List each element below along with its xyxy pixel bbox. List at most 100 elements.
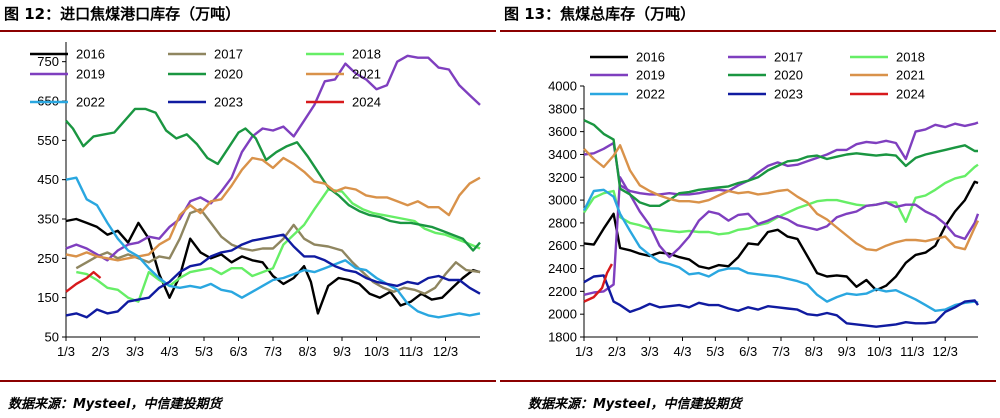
legend-item-2021: 2021 xyxy=(850,68,925,83)
legend-item-2023: 2023 xyxy=(168,95,243,110)
x-tick-label: 4/3 xyxy=(673,344,691,359)
legend-label: 2018 xyxy=(896,50,925,65)
y-tick-label: 3400 xyxy=(548,147,577,162)
series-line-2020 xyxy=(583,119,978,208)
bottom-divider xyxy=(500,380,996,382)
legend-item-2018: 2018 xyxy=(306,47,381,62)
legend-item-2022: 2022 xyxy=(590,87,665,102)
x-tick-label: 11/3 xyxy=(900,344,924,359)
legend-label: 2019 xyxy=(636,68,665,83)
y-tick-label: 750 xyxy=(37,54,59,69)
x-tick-label: 10/3 xyxy=(867,344,892,359)
x-tick-label: 6/3 xyxy=(229,344,247,359)
series-line-2019 xyxy=(583,176,980,296)
legend-label: 2023 xyxy=(214,95,243,110)
legend-item-2017: 2017 xyxy=(728,50,803,65)
legend-label: 2022 xyxy=(636,87,665,102)
y-tick-label: 550 xyxy=(37,133,59,148)
legend-item-2022: 2022 xyxy=(30,95,105,110)
y-tick-label: 50 xyxy=(45,330,59,345)
chart-panel-import-coking-coal: 图 12：进口焦煤港口库存（万吨） 5015025035045055065075… xyxy=(0,5,496,412)
y-tick-label: 450 xyxy=(37,172,59,187)
line-chart-port-inventory: 501502503504505506507501/32/33/34/35/36/… xyxy=(30,42,481,359)
x-tick-label: 8/3 xyxy=(805,344,823,359)
legend-item-2019: 2019 xyxy=(590,68,665,83)
y-tick-label: 1800 xyxy=(548,330,577,345)
series-line-2021 xyxy=(583,144,980,252)
legend-label: 2018 xyxy=(352,47,381,62)
x-tick-label: 5/3 xyxy=(195,344,213,359)
y-tick-label: 2200 xyxy=(548,284,577,299)
x-tick-label: 4/3 xyxy=(160,344,178,359)
legend-label: 2023 xyxy=(774,87,803,102)
series-line-2017 xyxy=(583,121,979,196)
y-tick-label: 3800 xyxy=(548,101,577,116)
y-tick-label: 2000 xyxy=(548,307,577,322)
chart-title: 图 13：焦煤总库存（万吨） xyxy=(504,5,696,23)
x-tick-label: 6/3 xyxy=(739,344,757,359)
y-tick-label: 3000 xyxy=(548,193,577,208)
series-line-2018 xyxy=(582,163,979,236)
series-line-2016 xyxy=(583,180,979,292)
x-tick-label: 2/3 xyxy=(91,344,109,359)
legend-label: 2020 xyxy=(774,68,803,83)
legend-item-2023: 2023 xyxy=(728,87,803,102)
x-tick-label: 9/3 xyxy=(333,344,351,359)
bottom-divider xyxy=(0,380,496,382)
legend-item-2016: 2016 xyxy=(590,50,665,65)
legend-item-2024: 2024 xyxy=(306,95,381,110)
x-tick-label: 12/3 xyxy=(933,344,958,359)
legend-item-2016: 2016 xyxy=(30,47,105,62)
legend-label: 2024 xyxy=(352,95,381,110)
series-line-2024 xyxy=(583,263,613,303)
x-tick-label: 7/3 xyxy=(264,344,282,359)
y-tick-label: 2600 xyxy=(548,238,577,253)
y-tick-label: 350 xyxy=(37,212,59,227)
y-tick-label: 3200 xyxy=(548,170,577,185)
series-line-2021 xyxy=(65,156,481,262)
series-line-2018 xyxy=(76,188,481,303)
y-tick-label: 2800 xyxy=(548,215,577,230)
y-tick-label: 3600 xyxy=(548,124,577,139)
legend-label: 2016 xyxy=(636,50,665,65)
legend-item-2019: 2019 xyxy=(30,67,105,82)
x-tick-label: 1/3 xyxy=(575,344,593,359)
source-note: 数据来源：Mysteel，中信建投期货 xyxy=(528,397,742,412)
legend-label: 2017 xyxy=(214,47,243,62)
x-tick-label: 11/3 xyxy=(399,344,423,359)
legend-label: 2019 xyxy=(76,67,105,82)
x-tick-label: 9/3 xyxy=(838,344,856,359)
x-tick-label: 5/3 xyxy=(706,344,724,359)
legend-item-2020: 2020 xyxy=(728,68,803,83)
x-tick-label: 3/3 xyxy=(641,344,659,359)
legend-label: 2021 xyxy=(896,68,925,83)
x-tick-label: 10/3 xyxy=(364,344,389,359)
source-note: 数据来源：Mysteel，中信建投期货 xyxy=(8,397,222,412)
legend-label: 2020 xyxy=(214,67,243,82)
y-tick-label: 250 xyxy=(37,251,59,266)
legend-item-2020: 2020 xyxy=(168,67,243,82)
chart-title: 图 12：进口焦煤港口库存（万吨） xyxy=(4,5,241,23)
legend-label: 2022 xyxy=(76,95,105,110)
x-tick-label: 3/3 xyxy=(126,344,144,359)
y-tick-label: 4000 xyxy=(548,79,577,94)
y-tick-label: 150 xyxy=(37,290,59,305)
x-tick-label: 8/3 xyxy=(298,344,316,359)
legend-item-2018: 2018 xyxy=(850,50,925,65)
x-tick-label: 7/3 xyxy=(772,344,790,359)
series-line-2023 xyxy=(65,233,481,319)
legend-label: 2021 xyxy=(352,67,381,82)
title-divider xyxy=(0,30,496,32)
legend-item-2024: 2024 xyxy=(850,87,925,102)
series-line-2023 xyxy=(583,274,979,328)
title-divider xyxy=(500,30,996,32)
series-line-2022 xyxy=(65,176,481,319)
legend-item-2017: 2017 xyxy=(168,47,243,62)
y-tick-label: 2400 xyxy=(548,261,577,276)
line-chart-total-inventory: 1800 2000 2200 2400 2600 2800 3000 3200 3400 3600… xyxy=(548,50,980,359)
legend-label: 2024 xyxy=(896,87,925,102)
series-line-2020 xyxy=(65,107,481,252)
legend-item-2021: 2021 xyxy=(306,67,381,82)
x-tick-label: 2/3 xyxy=(608,344,626,359)
legend-label: 2016 xyxy=(76,47,105,62)
